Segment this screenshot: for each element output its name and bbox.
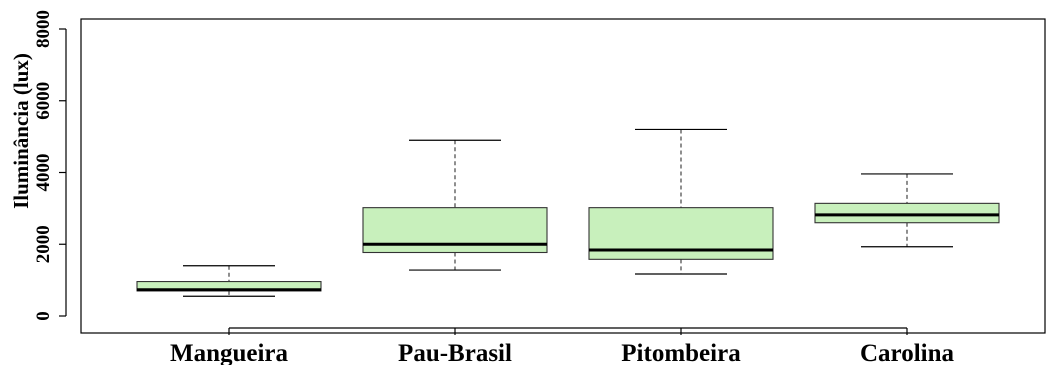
y-axis: 0 2000 4000 6000 8000 [33, 10, 67, 321]
box-carolina [814, 173, 1000, 248]
plot-area-frame [80, 18, 1046, 334]
x-axis: Mangueira Pau-Brasil Pitombeira Carolina [170, 327, 954, 365]
y-axis-label: Iluminância (lux) [9, 53, 33, 209]
box-pitombeira [588, 128, 774, 275]
x-tick-label: Pau-Brasil [398, 340, 512, 365]
boxes-group [136, 128, 1000, 297]
box-pau-brasil [362, 139, 548, 271]
box-mangueira [136, 265, 322, 297]
iqr-box [588, 207, 774, 260]
iqr-box [362, 207, 548, 254]
x-tick-label: Carolina [860, 340, 954, 365]
y-tick-label: 8000 [33, 10, 54, 48]
x-tick-label: Mangueira [170, 340, 289, 365]
iqr-box [814, 202, 1000, 224]
y-tick-label: 4000 [33, 154, 54, 192]
y-tick-label: 2000 [33, 225, 54, 263]
x-tick-label: Pitombeira [621, 340, 741, 365]
y-tick-label: 6000 [33, 82, 54, 120]
y-tick-label: 0 [33, 311, 54, 321]
